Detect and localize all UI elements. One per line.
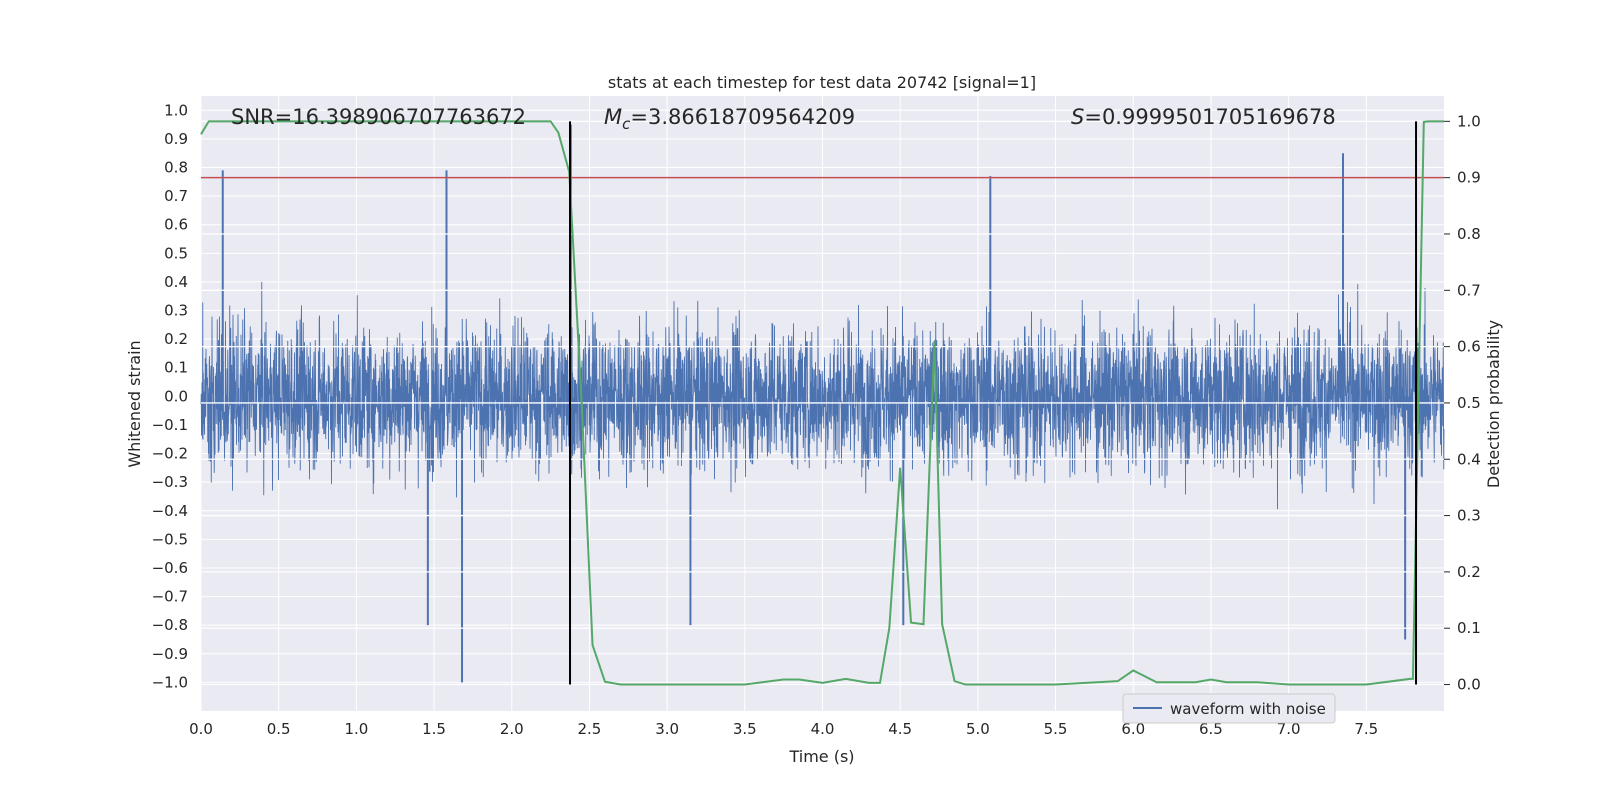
y-tick-label: 0.7	[164, 187, 188, 205]
y-tick-label: 0.9	[164, 130, 188, 148]
x-tick-label: 7.5	[1354, 720, 1378, 738]
y-axis-label: Whitened strain	[125, 340, 144, 467]
legend: waveform with noise	[1122, 693, 1336, 724]
x-tick-label: 5.5	[1044, 720, 1068, 738]
y-tick-label: 0.4	[164, 273, 188, 291]
y-tick-label: −0.3	[152, 473, 188, 491]
y-tick-label: −0.8	[152, 616, 188, 634]
x-tick-label: 3.5	[733, 720, 757, 738]
y-tick-label: 0.8	[164, 159, 188, 177]
y2-tick-label: 0.1	[1457, 619, 1481, 637]
detection-probability-line	[200, 120, 1444, 686]
y2-tick-label: 0.4	[1457, 450, 1481, 468]
legend-entry: waveform with noise	[1170, 700, 1326, 718]
x-tick-label: 1.5	[422, 720, 446, 738]
y2-tick-label: 0.2	[1457, 563, 1481, 581]
x-tick-label: 6.5	[1199, 720, 1223, 738]
y2-tick-label: 0.6	[1457, 338, 1481, 356]
y-tick-label: 0.6	[164, 216, 188, 234]
y-tick-label: 1.0	[164, 101, 188, 119]
y-tick-label: −0.9	[152, 645, 188, 663]
y-tick-label: −0.7	[152, 588, 188, 606]
x-tick-label: 0.0	[189, 720, 213, 738]
x-tick-label: 2.0	[500, 720, 524, 738]
y-tick-label: 0.3	[164, 302, 188, 320]
waveform-line	[200, 281, 1445, 510]
x-tick-label: 3.0	[655, 720, 679, 738]
x-tick-label: 4.5	[888, 720, 912, 738]
y-tick-label: −0.5	[152, 530, 188, 548]
y-tick-label: 0.5	[164, 244, 188, 262]
score-annotation: S=0.9999501705169678	[1071, 105, 1336, 129]
y-tick-label: −0.6	[152, 559, 188, 577]
x-tick-label: 1.0	[344, 720, 368, 738]
x-tick-label: 0.5	[267, 720, 291, 738]
tick-labels: 0.0 0.5 1.0 1.5 2.0 2.5 3.0 3.5 4.0 4.5 5.0 5.5 6.0 6…	[152, 101, 1481, 738]
y-tick-label: 0.2	[164, 330, 188, 348]
x-tick-label: 2.5	[578, 720, 602, 738]
y-tick-label: −0.4	[152, 502, 188, 520]
y2-tick-label: 1.0	[1457, 112, 1481, 130]
y-tick-label: −1.0	[152, 673, 188, 691]
y2-tick-label: 0.5	[1457, 394, 1481, 412]
y2-tick-label: 0.3	[1457, 507, 1481, 525]
x-tick-label: 5.0	[966, 720, 990, 738]
overlay	[200, 120, 1444, 686]
y-tick-label: 0.1	[164, 359, 188, 377]
y2-tick-label: 0.0	[1457, 676, 1481, 694]
x-tick-label: 7.0	[1277, 720, 1301, 738]
y2-tick-label: 0.8	[1457, 225, 1481, 243]
y-tick-label: −0.2	[152, 445, 188, 463]
y2-tick-label: 0.7	[1457, 281, 1481, 299]
x-axis-label: Time (s)	[788, 747, 854, 766]
legend-box	[1122, 693, 1336, 724]
y2-axis-label: Detection probability	[1484, 320, 1503, 488]
chirp-mass-annotation: Mc=3.86618709564209	[604, 105, 855, 133]
x-tick-label: 6.0	[1121, 720, 1145, 738]
y-tick-label: −0.1	[152, 416, 188, 434]
chart-title: stats at each timestep for test data 207…	[608, 73, 1036, 92]
y-tick-label: 0.0	[164, 387, 188, 405]
snr-annotation: SNR=16.398906707763672	[231, 105, 526, 129]
x-tick-label: 4.0	[811, 720, 835, 738]
y2-tick-label: 0.9	[1457, 169, 1481, 187]
